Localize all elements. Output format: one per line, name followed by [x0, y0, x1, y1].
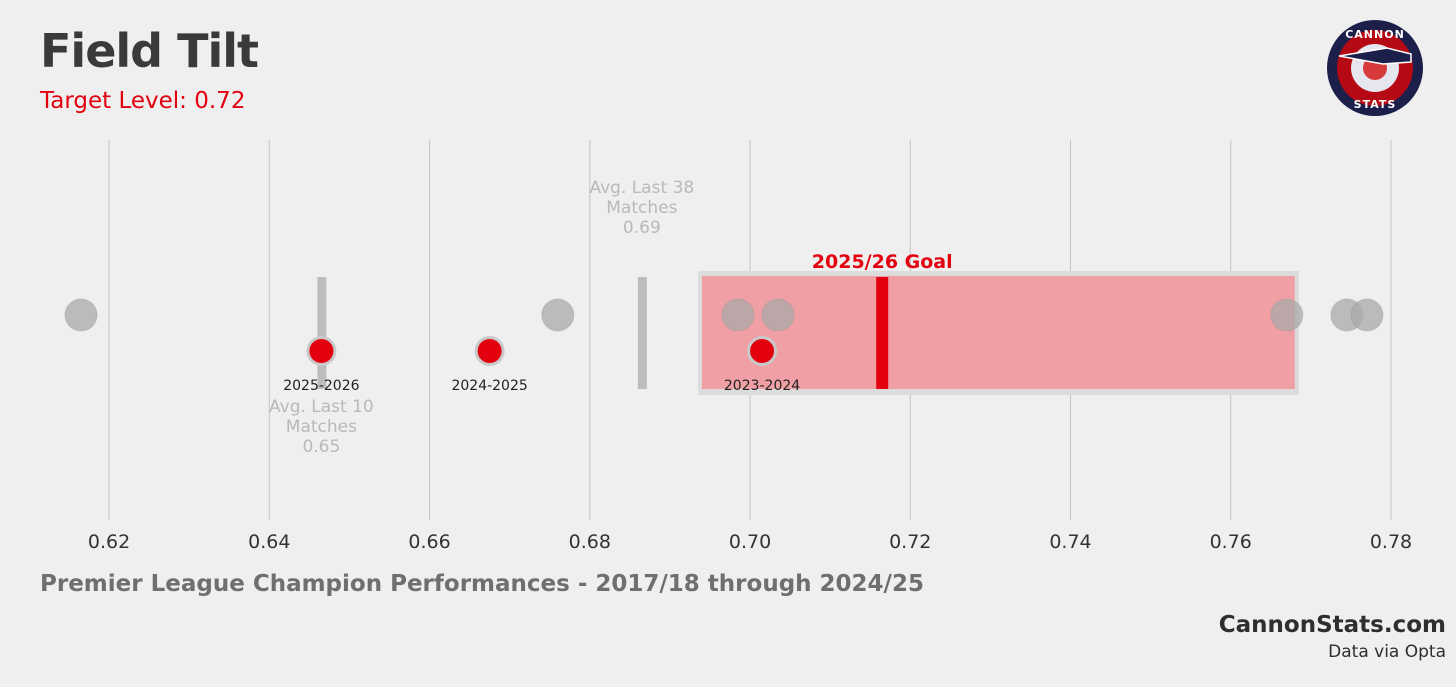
- season-point: [750, 339, 775, 363]
- champion-point: [761, 298, 795, 332]
- logo-bottom-text: STATS: [1354, 98, 1397, 111]
- target-level-subtitle: Target Level: 0.72: [40, 88, 246, 114]
- champion-point: [721, 298, 755, 332]
- average-marker: [317, 277, 327, 389]
- x-tick-label: 0.78: [1370, 531, 1412, 553]
- field-tilt-chart: 2025/26 Goal Avg. Last 10Matches0.65Avg.…: [64, 140, 1412, 553]
- champion-point: [541, 298, 575, 332]
- average-label: Avg. Last 38: [589, 178, 694, 198]
- goal-marker: [876, 277, 889, 389]
- champion-point: [64, 298, 98, 332]
- x-tick-label: 0.76: [1210, 531, 1252, 553]
- logo-top-text: CANNON: [1345, 28, 1405, 41]
- average-label: 0.69: [623, 218, 661, 238]
- x-tick-label: 0.64: [248, 531, 290, 553]
- page-title: Field Tilt: [40, 24, 259, 78]
- cannon-icon: [1338, 47, 1412, 65]
- goal-label: 2025/26 Goal: [812, 251, 953, 273]
- champion-points: [64, 298, 1384, 332]
- x-tick-label: 0.74: [1049, 531, 1091, 553]
- x-tick-label: 0.68: [569, 531, 611, 553]
- season-label: 2025-2026: [283, 378, 359, 394]
- average-label: Avg. Last 10: [269, 397, 374, 417]
- average-marker: [637, 277, 647, 389]
- champion-point: [1270, 298, 1304, 332]
- season-point: [309, 339, 334, 363]
- goal-range-fill: [701, 276, 1295, 389]
- x-tick-label: 0.70: [729, 531, 771, 553]
- season-points: 2025-2026 2024-2025 2023-2024: [283, 336, 800, 394]
- champion-point: [1350, 298, 1384, 332]
- x-tick-label: 0.72: [889, 531, 931, 553]
- x-tick-label: 0.62: [88, 531, 130, 553]
- brand-name: CannonStats.com: [1218, 612, 1446, 638]
- goal-range-band: 2025/26 Goal: [697, 251, 1299, 395]
- season-point: [477, 339, 502, 363]
- x-axis-ticks: 0.62 0.64 0.66 0.68 0.70 0.72 0.74 0.76 0.78: [88, 531, 1412, 553]
- data-source: Data via Opta: [1328, 642, 1446, 662]
- chart-description: Premier League Champion Performances - 2…: [40, 571, 924, 597]
- average-label: Matches: [286, 417, 357, 437]
- season-label: 2023-2024: [724, 378, 800, 394]
- cannonstats-logo: CANNON STATS: [1327, 20, 1423, 116]
- season-label: 2024-2025: [451, 378, 527, 394]
- x-tick-label: 0.66: [408, 531, 450, 553]
- average-label: 0.65: [302, 437, 340, 457]
- average-label: Matches: [606, 198, 677, 218]
